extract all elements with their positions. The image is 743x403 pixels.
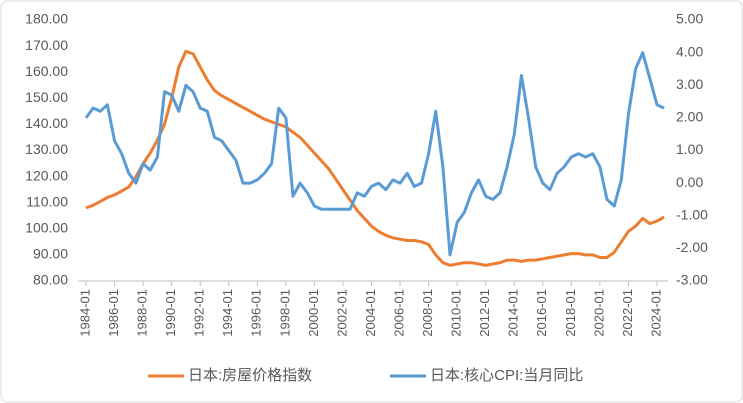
x-tick-label: 2012-01 bbox=[477, 289, 492, 337]
legend-label: 日本:核心CPI:当月同比 bbox=[430, 367, 583, 384]
x-tick-label: 2016-01 bbox=[534, 289, 549, 337]
y2-tick-label: 3.00 bbox=[676, 76, 703, 92]
y-tick-label: 150.00 bbox=[25, 89, 68, 105]
x-tick-label: 1996-01 bbox=[249, 289, 264, 337]
x-tick-label: 1992-01 bbox=[192, 289, 207, 337]
x-tick-label: 2010-01 bbox=[449, 289, 464, 337]
x-tick-label: 1984-01 bbox=[77, 289, 92, 337]
x-tick-label: 1986-01 bbox=[106, 289, 121, 337]
y2-tick-label: -2.00 bbox=[676, 239, 708, 255]
x-tick-label: 1994-01 bbox=[220, 289, 235, 337]
y-tick-label: 170.00 bbox=[25, 37, 68, 53]
x-tick-label: 2014-01 bbox=[506, 289, 521, 337]
y-tick-label: 90.00 bbox=[33, 246, 68, 262]
y-tick-label: 110.00 bbox=[26, 193, 68, 209]
x-tick-label: 2020-01 bbox=[591, 289, 606, 337]
y2-tick-label: 5.00 bbox=[676, 11, 703, 27]
x-tick-label: 2018-01 bbox=[563, 289, 578, 337]
y-tick-label: 130.00 bbox=[25, 141, 68, 157]
y-tick-label: 160.00 bbox=[25, 63, 68, 79]
y-tick-label: 120.00 bbox=[25, 167, 68, 183]
y-tick-label: 140.00 bbox=[25, 115, 68, 131]
x-tick-label: 1998-01 bbox=[277, 289, 292, 337]
y2-tick-label: 0.00 bbox=[676, 174, 703, 190]
series-line bbox=[84, 51, 665, 257]
x-tick-label: 2004-01 bbox=[363, 289, 378, 337]
x-tick-label: 1990-01 bbox=[163, 289, 178, 337]
y2-tick-label: 1.00 bbox=[676, 141, 703, 157]
legend-label: 日本:房屋价格指数 bbox=[188, 367, 312, 384]
x-tick-label: 2000-01 bbox=[306, 289, 321, 337]
series-line bbox=[85, 49, 665, 267]
x-tick-label: 2022-01 bbox=[620, 289, 635, 337]
y-tick-label: 100.00 bbox=[25, 220, 68, 236]
x-tick-label: 2008-01 bbox=[420, 289, 435, 337]
y-tick-label: 80.00 bbox=[33, 272, 68, 288]
y2-tick-label: -1.00 bbox=[676, 206, 708, 222]
x-tick-label: 1988-01 bbox=[135, 289, 150, 337]
y2-tick-label: -3.00 bbox=[676, 272, 708, 288]
x-tick-label: 2006-01 bbox=[391, 289, 406, 337]
x-tick-label: 2002-01 bbox=[334, 289, 349, 337]
y-tick-label: 180.00 bbox=[25, 11, 68, 27]
y2-tick-label: 2.00 bbox=[676, 109, 703, 125]
y2-tick-label: 4.00 bbox=[676, 43, 703, 59]
x-tick-label: 2024-01 bbox=[648, 289, 663, 337]
